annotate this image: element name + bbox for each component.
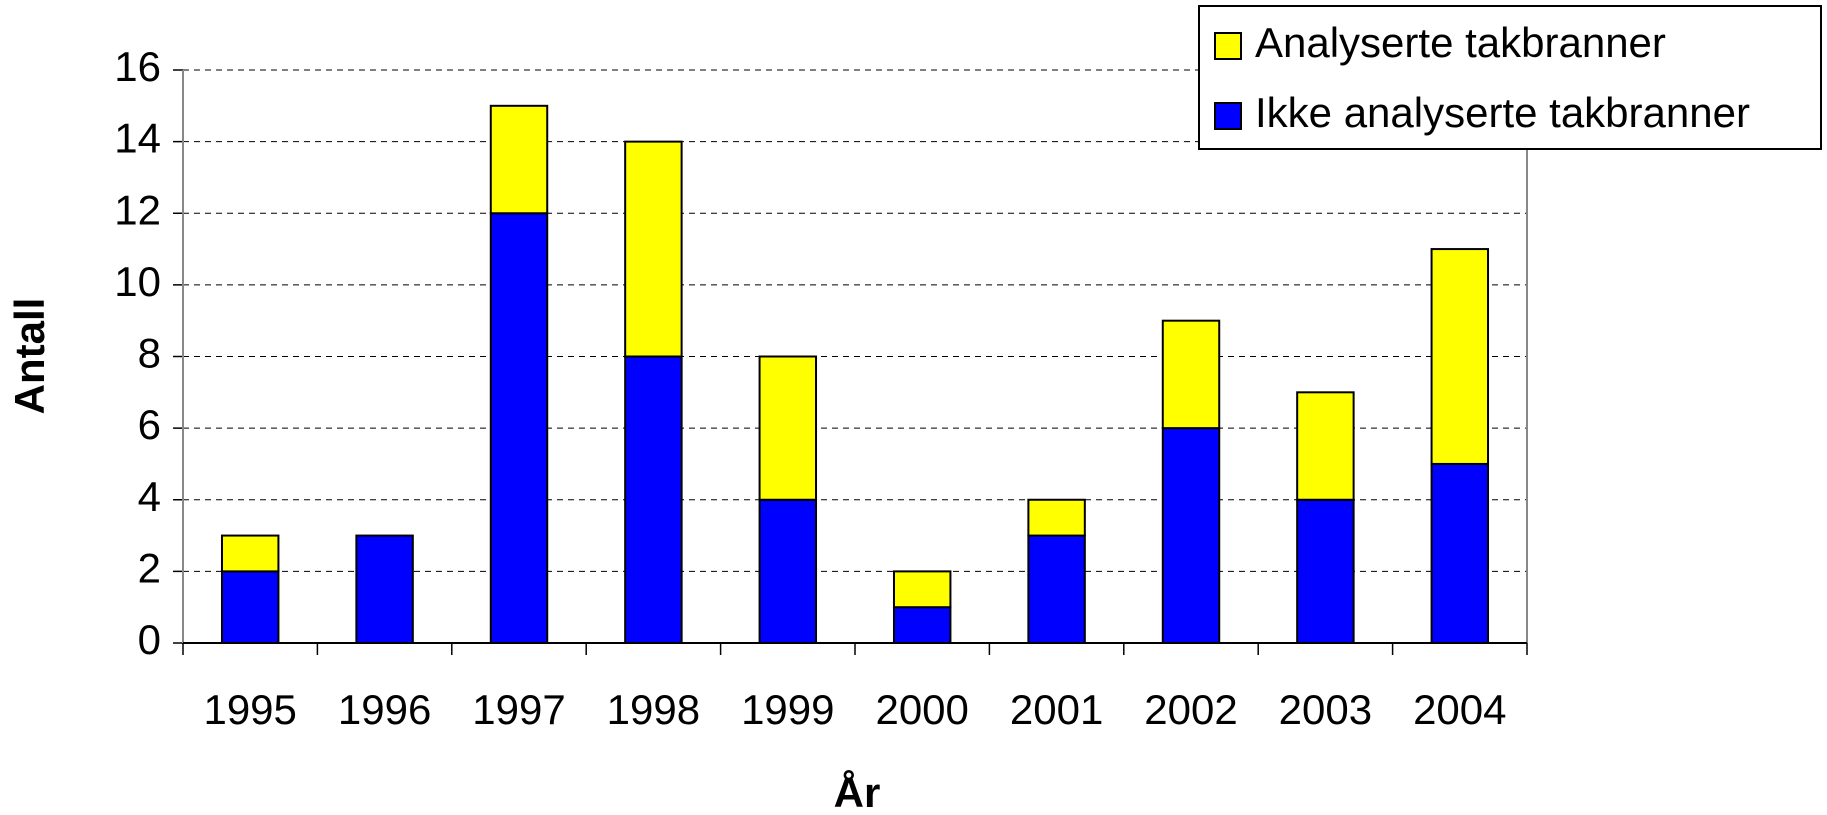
- bar-segment: [1430, 248, 1490, 465]
- legend-label: Ikke analyserte takbranner: [1255, 89, 1750, 136]
- bar-segment: [489, 104, 549, 215]
- y-tick-label: 6: [138, 401, 161, 448]
- bar-segment: [220, 534, 280, 573]
- x-tick-label: 2002: [1144, 686, 1237, 733]
- x-tick-label: 1999: [741, 686, 834, 733]
- bar-segment: [1296, 498, 1355, 644]
- x-tick-label: 1997: [472, 686, 565, 733]
- bar-segment: [758, 498, 818, 644]
- bar-segment: [892, 570, 952, 609]
- y-tick-label: 2: [138, 544, 161, 591]
- x-tick-label: 1996: [338, 686, 431, 733]
- y-tick-label: 0: [138, 616, 161, 663]
- x-axis-label: År: [834, 769, 881, 815]
- bar-segment: [758, 355, 818, 501]
- y-tick-label: 14: [114, 115, 161, 162]
- legend-label: Analyserte takbranner: [1255, 19, 1666, 66]
- bar-segment: [892, 606, 952, 644]
- legend-swatch: [1214, 32, 1242, 60]
- y-tick-label: 10: [114, 258, 161, 305]
- x-tick-label: 2004: [1413, 686, 1506, 733]
- x-tick-label: 2001: [1010, 686, 1103, 733]
- bar-segment: [1027, 534, 1086, 644]
- bar-segment: [624, 355, 683, 644]
- y-tick-label: 12: [114, 186, 161, 233]
- x-tick-label: 2000: [875, 686, 968, 733]
- bar-segment: [1161, 427, 1221, 644]
- x-tick-label: 1995: [203, 686, 296, 733]
- legend-box: [1198, 5, 1822, 150]
- bar-segment: [1027, 498, 1086, 537]
- bar-segment: [220, 570, 280, 644]
- bar-segment: [1296, 391, 1355, 501]
- bar-segment: [1430, 462, 1490, 644]
- x-tick-label: 1998: [607, 686, 700, 733]
- legend-swatch: [1214, 102, 1242, 130]
- y-tick-label: 8: [138, 330, 161, 377]
- bar-segment: [1161, 319, 1221, 430]
- bar-segment: [489, 212, 549, 644]
- y-tick-label: 4: [138, 473, 161, 520]
- bar-segment: [624, 140, 683, 358]
- y-tick-label: 16: [114, 43, 161, 90]
- x-tick-label: 2003: [1279, 686, 1372, 733]
- bar-segment: [355, 534, 414, 644]
- y-axis-label: Antall: [6, 298, 53, 415]
